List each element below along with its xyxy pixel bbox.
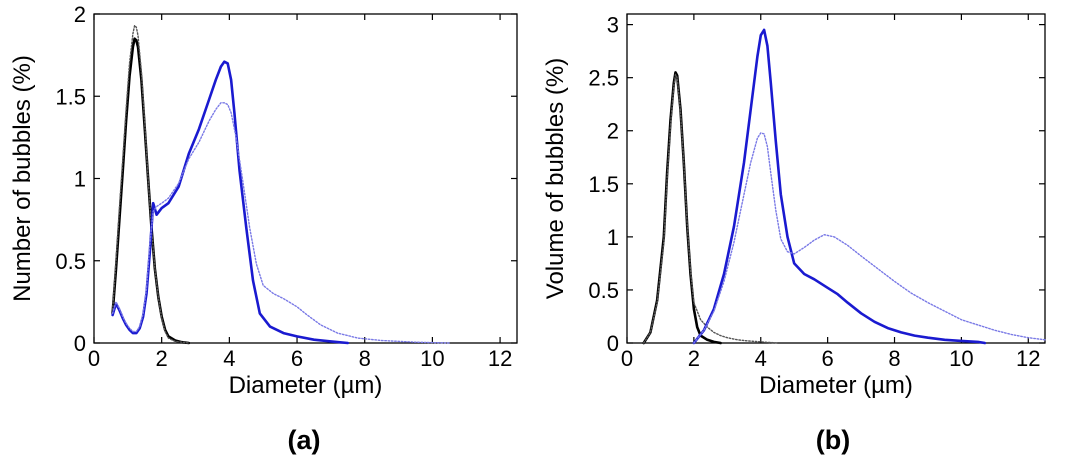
panel-b-series-3-line [692, 28, 987, 345]
panel-b-y-tick-label: 0 [607, 331, 619, 356]
panel-b-y-tick-label: 2.5 [588, 66, 619, 91]
panel-a-y-tick-label: 0 [74, 331, 86, 356]
panel-a-x-tick-label: 2 [156, 346, 168, 371]
panel-b-y-tick-label: 1 [607, 225, 619, 250]
panel-b-y-axis-title: Volume of bubbles (%) [542, 58, 569, 299]
panel-a-y-tick-label: 2 [74, 2, 86, 27]
panel-a-label: (a) [288, 425, 321, 455]
panel-b-y-tick-label: 1.5 [588, 172, 619, 197]
panel-b-axes-box [626, 13, 1046, 344]
panel-a-x-tick-label: 6 [291, 346, 303, 371]
panel-a-x-tick-label: 4 [223, 346, 235, 371]
panel-b-x-tick-label: 12 [1016, 346, 1040, 371]
panel-a-x-tick-label: 0 [88, 346, 100, 371]
panel-b-label: (b) [816, 425, 850, 455]
panel-a-series-2-line [111, 24, 190, 344]
panel-b-y-tick-label: 2 [607, 119, 619, 144]
panel-b: (b) 0 2 4 6 8 10 12 0 0.5 1 1.5 2 2.5 3 Diameter (µm) V… [542, 13, 1046, 455]
panel-a-x-tick-label: 10 [420, 346, 444, 371]
panel-a-y-axis-title: Number of bubbles (%) [9, 55, 36, 302]
panel-a-y-tick-label: 0.5 [55, 249, 86, 274]
panel-b-x-tick-label: 10 [949, 346, 973, 371]
panel-b-x-tick-label: 8 [888, 346, 900, 371]
panel-a-y-tick-label: 1 [74, 167, 86, 192]
panel-a-x-tick-label: 12 [488, 346, 512, 371]
panel-a: (a) 0 2 4 6 8 10 12 0 0.5 1 1.5 2 Diameter (µm) Numbe… [9, 2, 518, 455]
panel-a-series-1-line [111, 37, 191, 345]
panel-a-x-tick-label: 8 [359, 346, 371, 371]
panel-b-series-2-line [643, 73, 779, 344]
panel-a-x-axis-title: Diameter (µm) [229, 372, 383, 399]
panel-b-x-tick-label: 2 [688, 346, 700, 371]
panel-b-x-tick-label: 4 [755, 346, 767, 371]
panel-b-x-tick-label: 0 [621, 346, 633, 371]
panel-b-series-1-line [642, 71, 722, 345]
panel-b-x-tick-label: 6 [822, 346, 834, 371]
panel-b-series-4-line [693, 132, 1046, 344]
panel-b-x-axis-title: Diameter (µm) [759, 372, 913, 399]
panel-b-y-tick-label: 0.5 [588, 278, 619, 303]
panel-b-y-tick-label: 3 [607, 13, 619, 38]
panel-a-y-tick-label: 1.5 [55, 84, 86, 109]
panel-a-series-3-line [111, 60, 350, 345]
panel-a-series-4-line [111, 102, 450, 344]
